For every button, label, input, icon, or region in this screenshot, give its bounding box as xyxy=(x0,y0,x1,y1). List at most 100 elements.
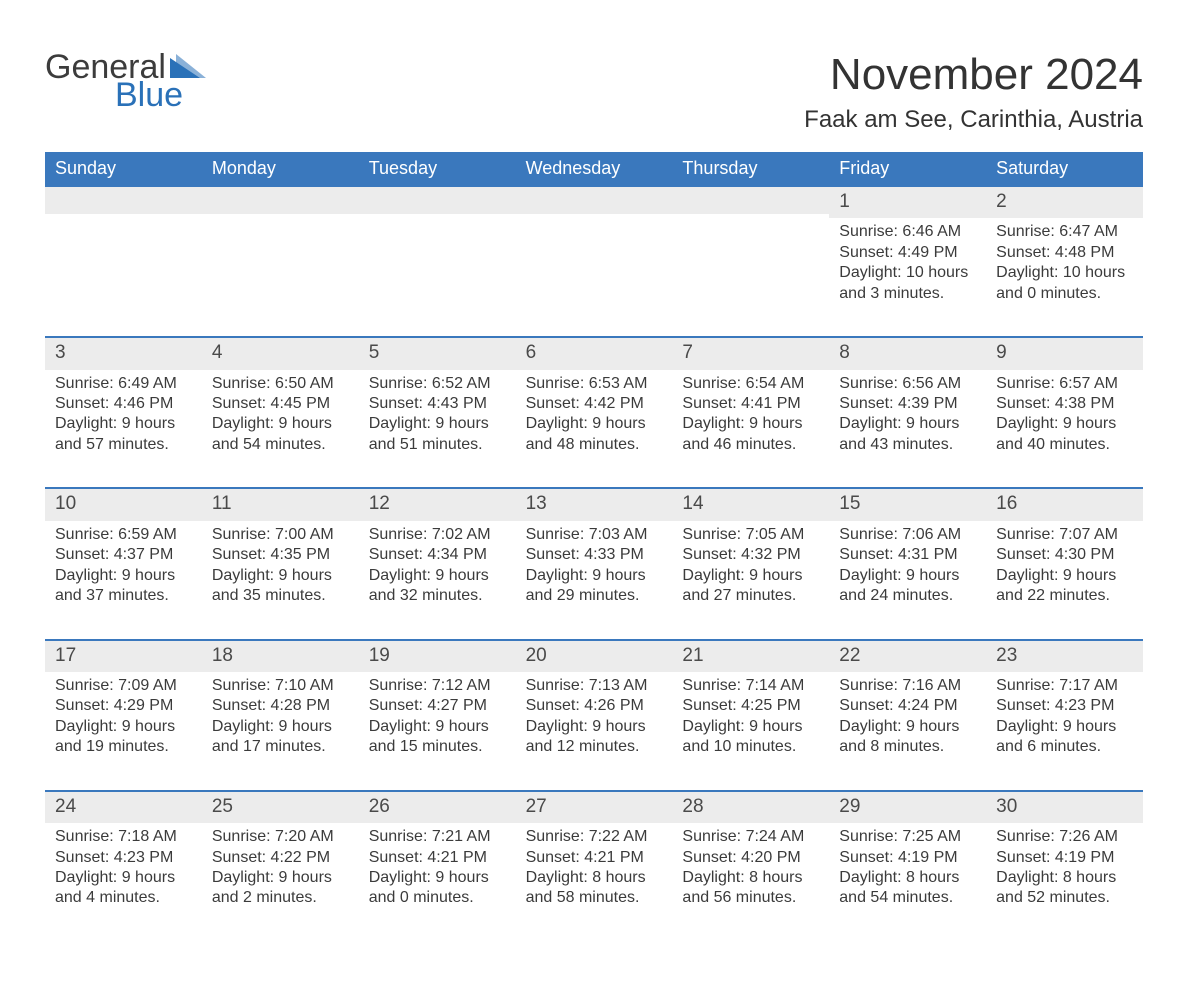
day-detail-daylight1: Daylight: 9 hours xyxy=(212,717,349,737)
day-detail-daylight1: Daylight: 9 hours xyxy=(55,414,192,434)
calendar-day-cell: 27 Sunrise: 7:22 AMSunset: 4:21 PMDayligh… xyxy=(516,792,673,941)
calendar-day-cell xyxy=(202,187,359,336)
calendar-day-cell: 26Sunrise: 7:21 AMSunset: 4:21 PMDayligh… xyxy=(359,792,516,941)
day-number: 10 xyxy=(45,489,202,520)
day-number: 3 xyxy=(45,338,202,369)
calendar-day-cell: 18Sunrise: 7:10 AMSunset: 4:28 PMDayligh… xyxy=(202,641,359,790)
day-detail-daylight1: Daylight: 9 hours xyxy=(526,717,663,737)
day-number: 28 xyxy=(672,792,829,823)
calendar-day-cell: 21Sunrise: 7:14 AMSunset: 4:25 PMDayligh… xyxy=(672,641,829,790)
day-number: 15 xyxy=(829,489,986,520)
day-detail-daylight2: and 8 minutes. xyxy=(839,737,976,757)
calendar-week-row: 1Sunrise: 6:46 AMSunset: 4:49 PMDaylight… xyxy=(45,187,1143,336)
day-detail-sunrise: Sunrise: 7:20 AM xyxy=(212,827,349,847)
header: General Blue November 2024 Faak am See, … xyxy=(45,50,1143,134)
calendar-day-cell: 14Sunrise: 7:05 AMSunset: 4:32 PMDayligh… xyxy=(672,489,829,638)
day-number: 5 xyxy=(359,338,516,369)
day-number: 1 xyxy=(829,187,986,218)
day-number: 24 xyxy=(45,792,202,823)
day-detail-sunrise: Sunrise: 6:47 AM xyxy=(996,222,1133,242)
calendar-day-cell: 5Sunrise: 6:52 AMSunset: 4:43 PMDaylight… xyxy=(359,338,516,487)
day-detail-daylight2: and 22 minutes. xyxy=(996,586,1133,606)
day-detail-sunrise: Sunrise: 7:12 AM xyxy=(369,676,506,696)
day-detail-daylight2: and 40 minutes. xyxy=(996,435,1133,455)
day-detail-sunrise: Sunrise: 6:52 AM xyxy=(369,374,506,394)
weekday-header: Tuesday xyxy=(359,152,516,187)
day-detail-daylight2: and 48 minutes. xyxy=(526,435,663,455)
day-detail-daylight1: Daylight: 9 hours xyxy=(996,566,1133,586)
day-detail-sunrise: Sunrise: 7:22 AM xyxy=(526,827,663,847)
calendar-week-row: 10 Sunrise: 6:59 AMSunset: 4:37 PM Dayligh… xyxy=(45,487,1143,638)
day-detail-daylight1: Daylight: 8 hours xyxy=(839,868,976,888)
calendar-day-cell: 15Sunrise: 7:06 AMSunset: 4:31 PMDayligh… xyxy=(829,489,986,638)
day-detail-sunrise: Sunrise: 7:14 AM xyxy=(682,676,819,696)
day-number: 27 xyxy=(516,792,673,823)
day-detail-daylight1: Daylight: 9 hours xyxy=(212,414,349,434)
weekday-header: Thursday xyxy=(672,152,829,187)
day-number: 29 xyxy=(829,792,986,823)
day-detail-sunset: Sunset: 4:30 PM xyxy=(996,545,1133,565)
day-detail-daylight1: Daylight: 9 hours xyxy=(526,414,663,434)
calendar-day-cell: 2Sunrise: 6:47 AMSunset: 4:48 PMDaylight… xyxy=(986,187,1143,336)
calendar-day-cell: 22Sunrise: 7:16 AMSunset: 4:24 PMDayligh… xyxy=(829,641,986,790)
day-detail-sunset: Sunset: 4:19 PM xyxy=(839,848,976,868)
day-detail-sunset: Sunset: 4:26 PM xyxy=(526,696,663,716)
weekday-header: Friday xyxy=(829,152,986,187)
day-detail-sunset: Sunset: 4:25 PM xyxy=(682,696,819,716)
calendar-day-cell xyxy=(516,187,673,336)
day-detail-daylight1: Daylight: 9 hours xyxy=(996,717,1133,737)
day-number: 22 xyxy=(829,641,986,672)
day-number: 21 xyxy=(672,641,829,672)
day-detail-sunrise: Sunrise: 7:05 AM xyxy=(682,525,819,545)
day-detail-daylight1: Daylight: 9 hours xyxy=(369,868,506,888)
weekday-header: Wednesday xyxy=(516,152,673,187)
day-detail-sunset: Sunset: 4:21 PM xyxy=(526,848,663,868)
day-detail-daylight2: and 58 minutes. xyxy=(526,888,663,908)
day-number-bar-empty xyxy=(516,187,673,214)
day-detail-daylight2: and 54 minutes. xyxy=(212,435,349,455)
calendar-day-cell: 6Sunrise: 6:53 AMSunset: 4:42 PMDaylight… xyxy=(516,338,673,487)
day-detail-sunrise: Sunrise: 7:10 AM xyxy=(212,676,349,696)
day-detail-daylight2: and 15 minutes. xyxy=(369,737,506,757)
day-detail-daylight2: and 29 minutes. xyxy=(526,586,663,606)
location-subtitle: Faak am See, Carinthia, Austria xyxy=(804,106,1143,134)
calendar-day-cell: 8Sunrise: 6:56 AMSunset: 4:39 PMDaylight… xyxy=(829,338,986,487)
day-detail-daylight2: and 6 minutes. xyxy=(996,737,1133,757)
day-detail-daylight2: and 57 minutes. xyxy=(55,435,192,455)
day-detail-sunset: Sunset: 4:37 PM xyxy=(55,545,192,565)
day-detail-daylight2: and 17 minutes. xyxy=(212,737,349,757)
day-number-bar-empty xyxy=(359,187,516,214)
day-detail-daylight1: Daylight: 9 hours xyxy=(839,414,976,434)
day-detail-daylight2: and 12 minutes. xyxy=(526,737,663,757)
day-detail-daylight2: and 2 minutes. xyxy=(212,888,349,908)
day-detail-sunrise: Sunrise: 6:59 AM xyxy=(55,525,192,545)
calendar-week-row: 3Sunrise: 6:49 AMSunset: 4:46 PMDaylight… xyxy=(45,336,1143,487)
day-detail-sunrise: Sunrise: 7:03 AM xyxy=(526,525,663,545)
day-detail-daylight1: Daylight: 9 hours xyxy=(55,717,192,737)
day-detail-sunset: Sunset: 4:32 PM xyxy=(682,545,819,565)
logo-text-blue: Blue xyxy=(115,78,206,112)
day-detail-daylight1: Daylight: 9 hours xyxy=(682,566,819,586)
calendar-day-cell: 13Sunrise: 7:03 AMSunset: 4:33 PMDayligh… xyxy=(516,489,673,638)
day-detail-daylight1: Daylight: 9 hours xyxy=(682,414,819,434)
calendar-week-row: 24Sunrise: 7:18 AMSunset: 4:23 PMDayligh… xyxy=(45,790,1143,941)
day-detail-sunrise: Sunrise: 7:26 AM xyxy=(996,827,1133,847)
day-detail-sunrise: Sunrise: 6:54 AM xyxy=(682,374,819,394)
day-detail-daylight1: Daylight: 8 hours xyxy=(526,868,663,888)
day-detail-sunset: Sunset: 4:23 PM xyxy=(996,696,1133,716)
calendar-day-cell: 30Sunrise: 7:26 AMSunset: 4:19 PMDayligh… xyxy=(986,792,1143,941)
day-detail-sunset: Sunset: 4:24 PM xyxy=(839,696,976,716)
calendar-day-cell: 3Sunrise: 6:49 AMSunset: 4:46 PMDaylight… xyxy=(45,338,202,487)
day-number: 11 xyxy=(202,489,359,520)
day-detail-sunset: Sunset: 4:48 PM xyxy=(996,243,1133,263)
day-detail-sunset: Sunset: 4:34 PM xyxy=(369,545,506,565)
title-block: November 2024 Faak am See, Carinthia, Au… xyxy=(804,50,1143,134)
logo: General Blue xyxy=(45,50,206,112)
day-detail-daylight2: and 0 minutes. xyxy=(996,284,1133,304)
day-detail-sunrise: Sunrise: 7:00 AM xyxy=(212,525,349,545)
calendar-day-cell: 10Sunrise: 6:59 AMSunset: 4:37 PMDayligh… xyxy=(45,489,202,638)
day-detail-sunset: Sunset: 4:23 PM xyxy=(55,848,192,868)
page: General Blue November 2024 Faak am See, … xyxy=(0,0,1188,981)
calendar-day-cell: 9Sunrise: 6:57 AMSunset: 4:38 PMDaylight… xyxy=(986,338,1143,487)
calendar-day-cell: 4Sunrise: 6:50 AMSunset: 4:45 PMDaylight… xyxy=(202,338,359,487)
